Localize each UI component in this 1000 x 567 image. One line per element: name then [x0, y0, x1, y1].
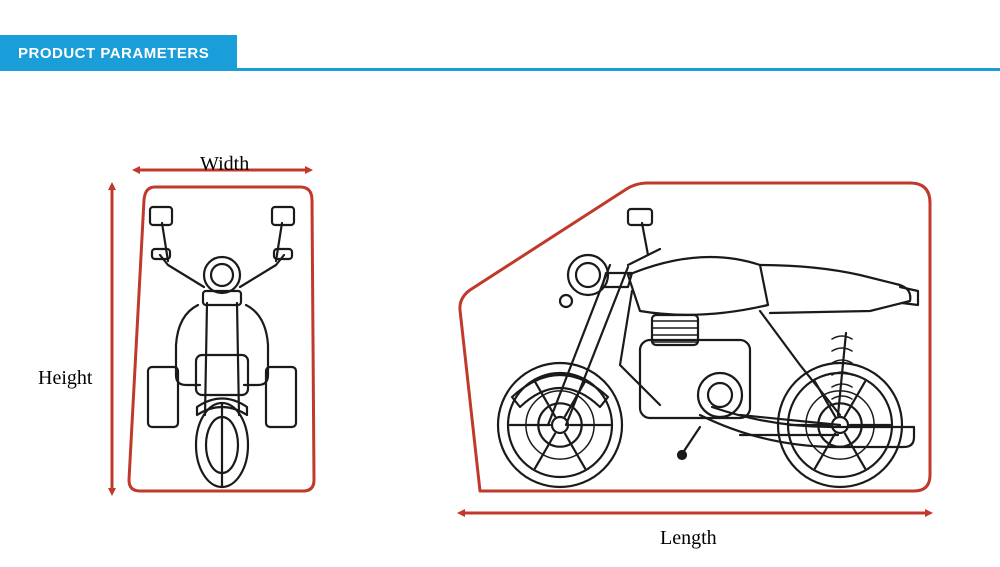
motorcycle-front [148, 207, 296, 487]
motorcycle-side [498, 209, 918, 487]
header-title: PRODUCT PARAMETERS [18, 45, 209, 62]
label-width: Width [200, 153, 249, 176]
header-tab: PRODUCT PARAMETERS [0, 35, 237, 71]
label-length: Length [660, 527, 717, 550]
diagram-stage: Width Height Length [0, 115, 1000, 555]
header-underline [0, 68, 1000, 71]
label-height: Height [38, 367, 92, 390]
header-band: PRODUCT PARAMETERS [0, 35, 1000, 71]
side-cover-outline [460, 183, 930, 491]
diagram-svg [0, 115, 1000, 555]
